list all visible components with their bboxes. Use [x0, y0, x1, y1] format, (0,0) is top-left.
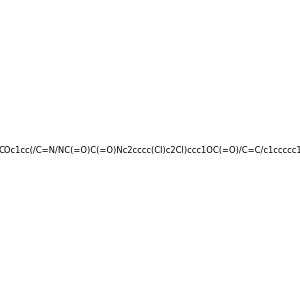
- Text: COc1cc(/C=N/NC(=O)C(=O)Nc2cccc(Cl)c2Cl)ccc1OC(=O)/C=C/c1ccccc1: COc1cc(/C=N/NC(=O)C(=O)Nc2cccc(Cl)c2Cl)c…: [0, 146, 300, 154]
